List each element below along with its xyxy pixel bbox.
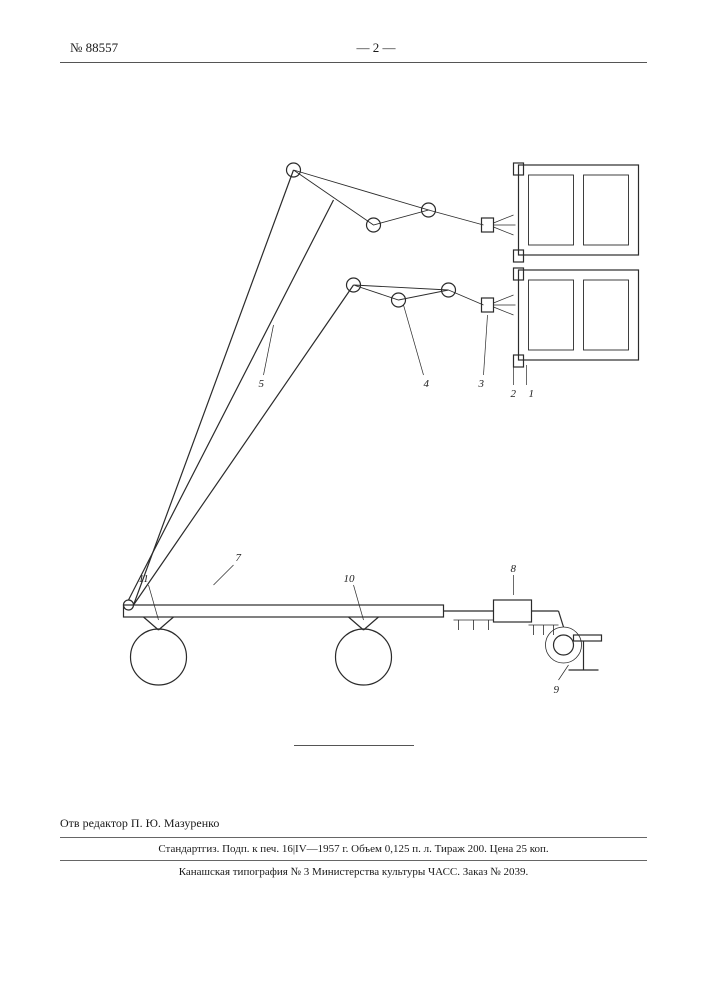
unit-box <box>494 600 532 622</box>
label-8: 8 <box>511 563 517 575</box>
figure-end-rule <box>294 745 414 746</box>
label-11: 11 <box>139 573 149 585</box>
label-10: 10 <box>344 573 356 585</box>
label-3: 3 <box>478 378 485 390</box>
spreader-top <box>494 215 516 235</box>
diagram-svg: 1 2 3 4 5 7 8 9 10 11 <box>60 75 647 735</box>
load-frame-upper <box>514 163 639 262</box>
rope-top <box>429 210 484 225</box>
winch-outer <box>546 627 582 663</box>
rope-low <box>449 290 484 305</box>
label-5: 5 <box>259 378 265 390</box>
winch-link <box>559 611 564 627</box>
page-number: — 2 — <box>356 40 395 56</box>
ground-ticks-2 <box>534 625 554 635</box>
imprint-rule-1 <box>60 837 647 838</box>
label-9: 9 <box>554 684 560 696</box>
ground-ticks-1 <box>459 620 489 630</box>
wheel-rear <box>336 629 392 685</box>
low-triangle <box>354 285 449 300</box>
frame-beam <box>124 605 444 617</box>
imprint-line-2: Канашская типография № 3 Министерства ку… <box>60 864 647 880</box>
winch-arm <box>574 635 602 641</box>
label-1: 1 <box>529 388 535 400</box>
label-4: 4 <box>424 378 430 390</box>
header-rule <box>60 62 647 63</box>
boom-line-b <box>134 285 354 605</box>
imprint-line-1: Стандартгиз. Подп. к печ. 16|IV—1957 г. … <box>60 841 647 857</box>
figure: 1 2 3 4 5 7 8 9 10 11 <box>60 75 647 735</box>
label-2: 2 <box>511 388 517 400</box>
doc-number: № 88557 <box>70 40 118 56</box>
page: № 88557 — 2 — . <box>60 40 647 960</box>
winch-drum <box>554 635 574 655</box>
page-header: № 88557 — 2 — . <box>60 40 647 60</box>
top-triangle <box>294 170 429 225</box>
boom-line-c <box>134 170 294 605</box>
load-frame-lower <box>514 268 639 367</box>
imprint-rule-2 <box>60 860 647 861</box>
spreader-low <box>494 295 516 315</box>
wheel-front <box>131 629 187 685</box>
boom-line-a <box>129 200 334 600</box>
editor-line: Отв редактор П. Ю. Мазуренко <box>60 816 647 831</box>
label-7: 7 <box>236 552 242 564</box>
